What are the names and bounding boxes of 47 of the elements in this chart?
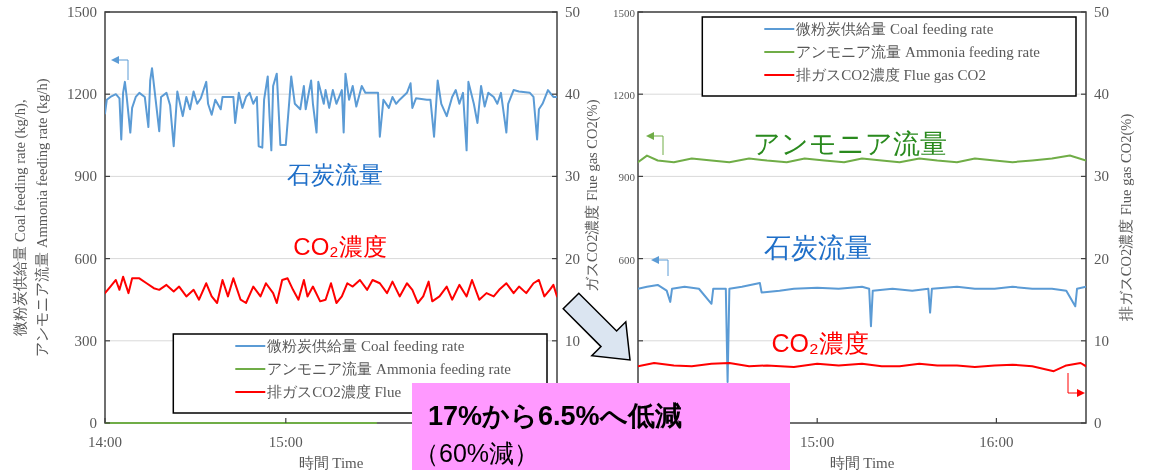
y2-tick-label: 30 <box>1094 168 1109 185</box>
annotation: CO₂濃度 <box>293 233 387 260</box>
x-axis-title: 時間 Time <box>829 455 895 470</box>
legend-label: 排ガスCO2濃度 Flue <box>267 384 402 400</box>
y2-tick-label: 20 <box>1094 250 1109 267</box>
legend-label: 排ガスCO2濃度 Flue gas CO2 <box>796 67 986 83</box>
legend-label: アンモニア流量 Ammonia feeding rate <box>267 361 512 377</box>
annotation: CO₂濃度 <box>771 329 869 357</box>
y-tick-label: 300 <box>74 332 97 349</box>
legend-label: アンモニア流量 Ammonia feeding rate <box>796 44 1041 60</box>
y-tick-label: 1500 <box>613 7 636 19</box>
line-series <box>638 281 1086 383</box>
x-tick-label: 15:00 <box>268 434 303 450</box>
x-tick-label: 16:00 <box>979 434 1014 450</box>
annotation: 石炭流量 <box>287 161 383 188</box>
line-series <box>638 361 1086 373</box>
y-tick-label: 0 <box>89 415 97 431</box>
legend-label: 微粉炭供給量 Coal feeding rate <box>267 338 465 354</box>
text: （60%減） <box>414 439 540 467</box>
y2-tick-label: 10 <box>1094 332 1109 349</box>
y2-axis-title: 排ガスCO2濃度 Flue gas CO2(%) <box>1118 113 1135 322</box>
x-tick-label: 14:00 <box>87 434 123 450</box>
y-tick-label: 600 <box>74 250 97 267</box>
x-axis-title: 時間 Time <box>298 455 364 470</box>
x-tick-label: 15:00 <box>800 434 835 450</box>
y2-tick-label: 20 <box>565 250 580 267</box>
annotation: アンモニア流量 <box>753 129 947 159</box>
y2-tick-label: 10 <box>565 332 580 349</box>
y-axis-title: 微粉炭供給量 Coal feeding rate (kg/h), アンモニア流量 Ammonia feeding rate (kg/h) <box>12 78 51 357</box>
y2-tick-label: 0 <box>1094 415 1102 431</box>
y2-tick-label: 50 <box>1094 4 1109 20</box>
y-tick-label: 1200 <box>613 89 636 102</box>
y-tick-label: 900 <box>74 168 97 185</box>
annotation: 石炭流量 <box>764 233 872 263</box>
legend-label: 微粉炭供給量 Coal feeding rate <box>796 21 994 37</box>
y-tick-label: 1500 <box>67 4 97 20</box>
line-series <box>105 67 557 152</box>
y2-tick-label: 40 <box>1094 86 1109 103</box>
y2-tick-label: 40 <box>565 86 580 103</box>
y2-tick-label: 50 <box>565 4 580 20</box>
annotation: 17%から6.5%へ低減 <box>428 401 682 431</box>
line-series <box>105 275 557 304</box>
y-tick-label: 600 <box>618 253 636 266</box>
y2-axis-title: ガスCO2濃度 Flue gas CO2(%) <box>584 99 601 292</box>
y2-tick-label: 30 <box>565 168 580 185</box>
y-tick-label: 1200 <box>67 86 97 103</box>
y-tick-label: 900 <box>618 171 636 184</box>
